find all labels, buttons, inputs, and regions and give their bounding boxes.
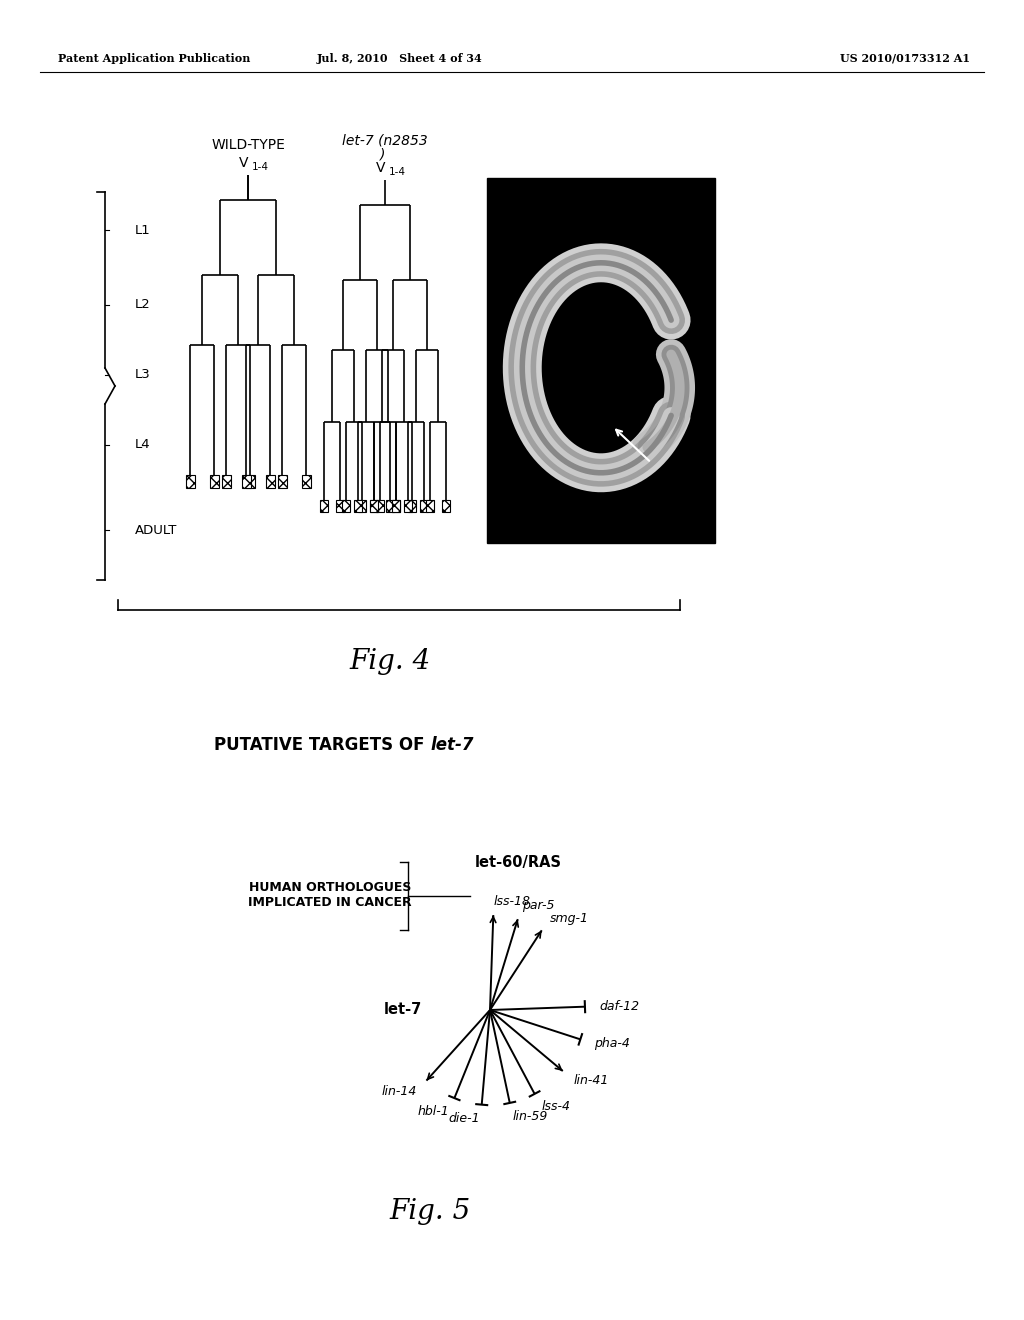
Bar [319, 500, 328, 512]
Bar [370, 500, 378, 512]
Bar [342, 500, 350, 512]
Text: pha-4: pha-4 [594, 1038, 630, 1051]
Text: lin-14: lin-14 [382, 1085, 417, 1097]
Bar [358, 500, 366, 512]
Text: die-1: die-1 [449, 1111, 480, 1125]
Bar [386, 500, 394, 512]
Bar [246, 475, 255, 488]
Text: lin-41: lin-41 [573, 1073, 609, 1086]
Text: lin-59: lin-59 [513, 1110, 548, 1123]
Text: Jul. 8, 2010   Sheet 4 of 34: Jul. 8, 2010 Sheet 4 of 34 [317, 53, 483, 63]
Text: 1-4: 1-4 [389, 168, 406, 177]
Bar [265, 475, 274, 488]
Text: V: V [376, 161, 386, 176]
Text: L1: L1 [135, 223, 151, 236]
Bar [354, 500, 362, 512]
Text: ): ) [380, 148, 386, 162]
Text: Patent Application Publication: Patent Application Publication [58, 53, 251, 63]
Text: let-60/RAS: let-60/RAS [474, 854, 561, 870]
Bar [278, 475, 287, 488]
Text: Fig. 4: Fig. 4 [349, 648, 431, 675]
Text: L3: L3 [135, 368, 151, 381]
Text: PUTATIVE TARGETS OF: PUTATIVE TARGETS OF [214, 737, 430, 754]
Text: HUMAN ORTHOLOGUES
IMPLICATED IN CANCER: HUMAN ORTHOLOGUES IMPLICATED IN CANCER [248, 880, 412, 909]
Bar [242, 475, 251, 488]
Text: lss-18: lss-18 [494, 895, 530, 908]
Bar [392, 500, 400, 512]
Text: ADULT: ADULT [135, 524, 177, 536]
Bar [370, 500, 378, 512]
Bar [210, 475, 218, 488]
Bar [301, 475, 310, 488]
Bar [392, 500, 400, 512]
Bar [376, 500, 384, 512]
Text: L2: L2 [135, 298, 151, 312]
Text: WILD-TYPE: WILD-TYPE [211, 139, 285, 152]
Text: Fig. 5: Fig. 5 [389, 1199, 471, 1225]
Text: smg-1: smg-1 [549, 912, 589, 925]
Text: lss-4: lss-4 [541, 1100, 570, 1113]
Text: US 2010/0173312 A1: US 2010/0173312 A1 [840, 53, 970, 63]
Text: daf-12: daf-12 [599, 999, 639, 1012]
Bar [408, 500, 416, 512]
Bar [221, 475, 230, 488]
Bar [336, 500, 344, 512]
Bar [420, 500, 428, 512]
Text: hbl-1: hbl-1 [418, 1105, 450, 1118]
Text: let-7: let-7 [430, 737, 473, 754]
Bar [185, 475, 195, 488]
Text: V: V [240, 156, 249, 170]
Text: 1-4: 1-4 [252, 162, 269, 172]
Text: let-7: let-7 [384, 1002, 422, 1018]
Text: L4: L4 [135, 438, 151, 451]
Bar [442, 500, 450, 512]
Bar [487, 178, 715, 543]
Text: par-5: par-5 [522, 899, 554, 912]
Text: let-7 (n2853: let-7 (n2853 [342, 133, 428, 147]
Bar [404, 500, 412, 512]
Bar [426, 500, 434, 512]
